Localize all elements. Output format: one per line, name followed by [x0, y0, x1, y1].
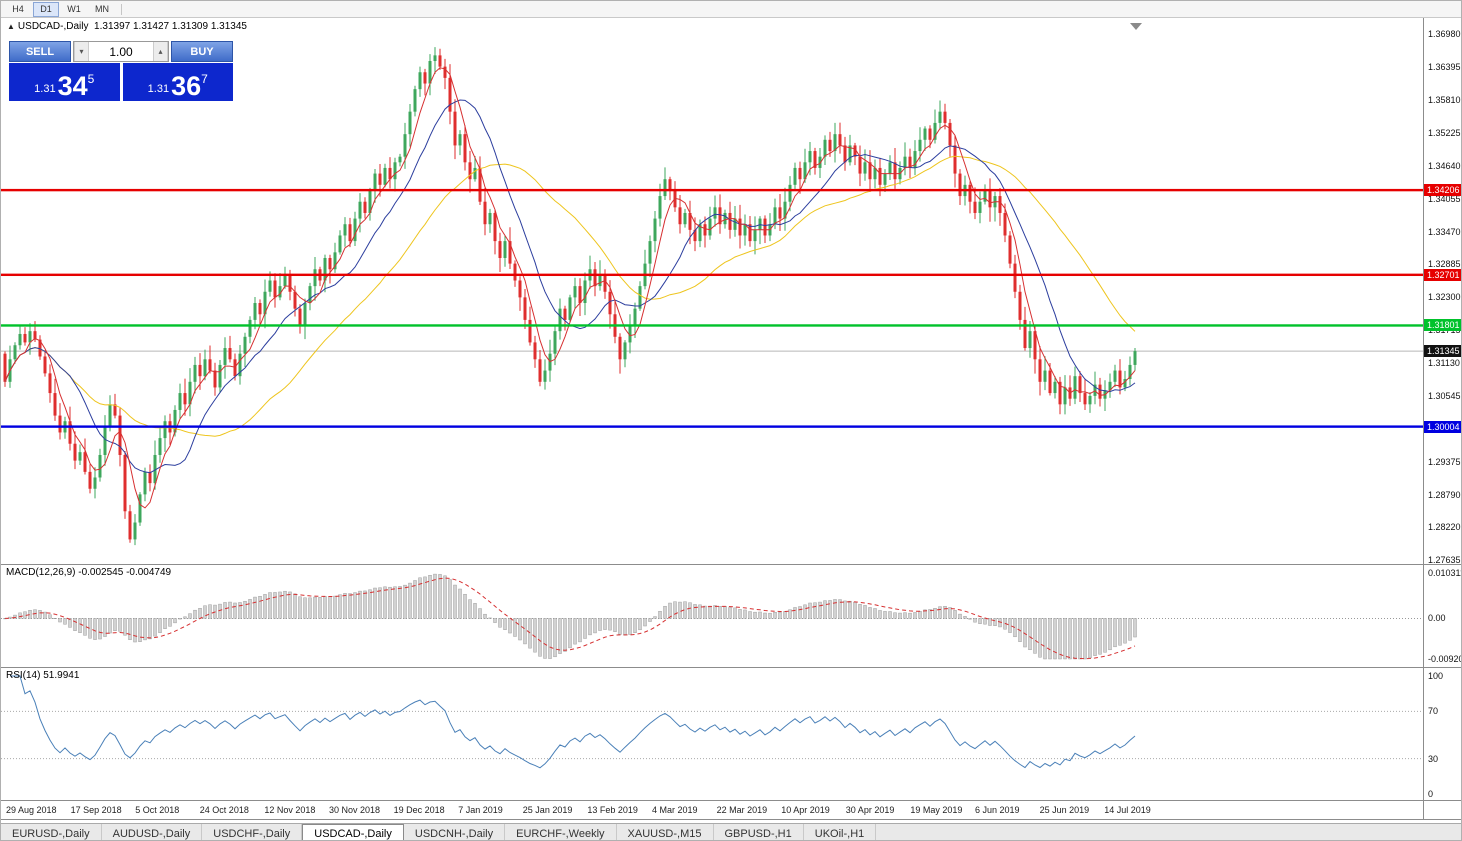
- date-label: 25 Jan 2019: [522, 805, 573, 815]
- one-click-trading-panel: SELL ▾ 1.00 ▴ BUY 1.31 34 5 1.31 36 7: [9, 41, 233, 101]
- sell-price-pips: 34: [57, 71, 88, 101]
- volume-stepper: ▾ 1.00 ▴: [73, 41, 169, 62]
- chart-tab-audusd-daily[interactable]: AUDUSD-,Daily: [101, 824, 203, 840]
- date-label: 17 Sep 2018: [70, 805, 122, 815]
- sell-price-point: 5: [87, 72, 95, 86]
- price-tick-label: 1.35225: [1428, 127, 1461, 138]
- price-level-badge: 1.31801: [1424, 319, 1461, 332]
- pane-separator: [1, 819, 1461, 820]
- volume-increase-button[interactable]: ▴: [153, 42, 168, 61]
- date-label: 30 Apr 2019: [845, 805, 895, 815]
- macd-axis-label: -0.009203: [1428, 654, 1461, 664]
- rsi-title: RSI(14) 51.9941: [6, 670, 80, 681]
- date-axis[interactable]: 29 Aug 2018 17 Sep 2018 5 Oct 2018 24 Oct 2…: [1, 800, 1423, 819]
- date-label: 22 Mar 2019: [716, 805, 768, 815]
- timeframe-toolbar: H4 D1 W1 MN: [1, 1, 1461, 18]
- chart-title: ▲ USDCAD-,Daily 1.31397 1.31427 1.31309 1…: [7, 21, 247, 32]
- buy-price-point: 7: [201, 72, 208, 86]
- timeframe-button-mn[interactable]: MN: [95, 4, 109, 14]
- chart-window-icon: ▲: [7, 22, 15, 31]
- price-tick-label: 1.36980: [1428, 28, 1461, 39]
- price-chart-pane[interactable]: [1, 18, 1423, 564]
- price-tick-label: 1.30545: [1428, 391, 1461, 402]
- chart-tab-xauusd-m15[interactable]: XAUUSD-,M15: [616, 824, 714, 840]
- date-label: 4 Mar 2019: [652, 805, 698, 815]
- chart-symbol-label: USDCAD-,Daily: [17, 21, 89, 32]
- chart-tab-usdcnh-daily[interactable]: USDCNH-,Daily: [403, 824, 506, 840]
- date-label: 14 Jul 2019: [1104, 805, 1151, 815]
- date-label: 25 Jun 2019: [1039, 805, 1090, 815]
- price-tick-label: 1.31130: [1428, 358, 1460, 369]
- date-label: 19 Dec 2018: [393, 805, 445, 815]
- buy-price-display[interactable]: 1.31 36 7: [122, 63, 233, 101]
- price-tick-label: 1.29375: [1428, 457, 1461, 467]
- price-tick-label: 1.33470: [1428, 226, 1461, 237]
- buy-button[interactable]: BUY: [171, 41, 233, 62]
- price-level-badge: 1.32701: [1424, 268, 1461, 281]
- price-tick-label: 1.28220: [1428, 522, 1461, 533]
- date-label: 29 Aug 2018: [6, 805, 57, 815]
- price-tick-label: 1.34640: [1428, 160, 1461, 171]
- sell-price-prefix: 1.31: [34, 83, 56, 95]
- price-tick-label: 1.27635: [1428, 554, 1461, 565]
- date-label: 30 Nov 2018: [329, 805, 381, 815]
- volume-value[interactable]: 1.00: [109, 44, 133, 59]
- date-label: 7 Jan 2019: [458, 805, 503, 815]
- price-tick-label: 1.36395: [1428, 61, 1461, 72]
- chart-tab-usdchf-daily[interactable]: USDCHF-,Daily: [202, 824, 303, 840]
- date-label: 5 Oct 2018: [135, 805, 180, 815]
- date-label: 12 Nov 2018: [264, 805, 316, 815]
- price-axis[interactable]: 1.36980 1.36395 1.35810 1.35225 1.34640 1.340…: [1424, 18, 1461, 800]
- date-label: 10 Apr 2019: [781, 805, 830, 815]
- buy-price-pips: 36: [171, 71, 202, 101]
- price-level-badge: 1.30004: [1424, 420, 1461, 433]
- sell-button[interactable]: SELL: [9, 41, 71, 62]
- chart-tab-eurusd-daily[interactable]: EURUSD-,Daily: [1, 824, 102, 840]
- macd-indicator-pane[interactable]: [1, 565, 1423, 667]
- price-level-badge: 1.34206: [1424, 184, 1461, 197]
- price-tick-label: 1.32885: [1428, 259, 1461, 270]
- timeframe-button-h4[interactable]: H4: [12, 4, 24, 14]
- price-tick-label: 1.28790: [1428, 489, 1461, 500]
- rsi-axis-label: 100: [1428, 671, 1444, 681]
- pane-separator: [1, 564, 1461, 565]
- rsi-axis-label: 30: [1428, 753, 1439, 764]
- price-tick-label: 1.34055: [1428, 193, 1461, 204]
- chart-tab-eurchf-weekly[interactable]: EURCHF-,Weekly: [505, 824, 617, 840]
- chart-tab-usdcad-daily[interactable]: USDCAD-,Daily: [302, 824, 404, 840]
- date-label: 19 May 2019: [910, 805, 963, 815]
- sell-price-display[interactable]: 1.31 34 5: [9, 63, 120, 101]
- macd-title: MACD(12,26,9) -0.002545 -0.004749: [6, 567, 172, 578]
- rsi-axis-label: 0: [1428, 789, 1434, 799]
- macd-axis-label: 0.010311: [1428, 568, 1462, 578]
- toolbar-separator: [121, 3, 122, 15]
- axis-separator: [1423, 18, 1424, 819]
- buy-price-prefix: 1.31: [147, 83, 170, 95]
- date-label: 24 Oct 2018: [199, 805, 249, 815]
- pane-separator: [1, 667, 1461, 668]
- price-level-badge: 1.31345: [1424, 345, 1461, 358]
- rsi-axis-label: 70: [1428, 706, 1439, 717]
- price-tick-label: 1.32300: [1428, 292, 1461, 303]
- macd-axis-label: 0.00: [1428, 613, 1446, 624]
- chart-tab-bar: EURUSD-,Daily AUDUSD-,Daily USDCHF-,Daily U…: [1, 823, 1461, 840]
- price-tick-label: 1.35810: [1428, 94, 1461, 105]
- timeframe-button-w1[interactable]: W1: [67, 4, 81, 14]
- chart-ohlc-values: 1.31397 1.31427 1.31309 1.31345: [94, 21, 247, 32]
- date-label: 6 Jun 2019: [975, 805, 1020, 815]
- volume-decrease-button[interactable]: ▾: [74, 42, 89, 61]
- timeframe-button-d1[interactable]: D1: [33, 1, 59, 17]
- rsi-indicator-pane[interactable]: [1, 668, 1423, 800]
- pane-separator: [1, 800, 1461, 801]
- chart-tab-gbpusd-h1[interactable]: GBPUSD-,H1: [713, 824, 804, 840]
- date-label: 13 Feb 2019: [587, 805, 638, 815]
- chart-tab-ukoil-h1[interactable]: UKOil-,H1: [803, 824, 877, 840]
